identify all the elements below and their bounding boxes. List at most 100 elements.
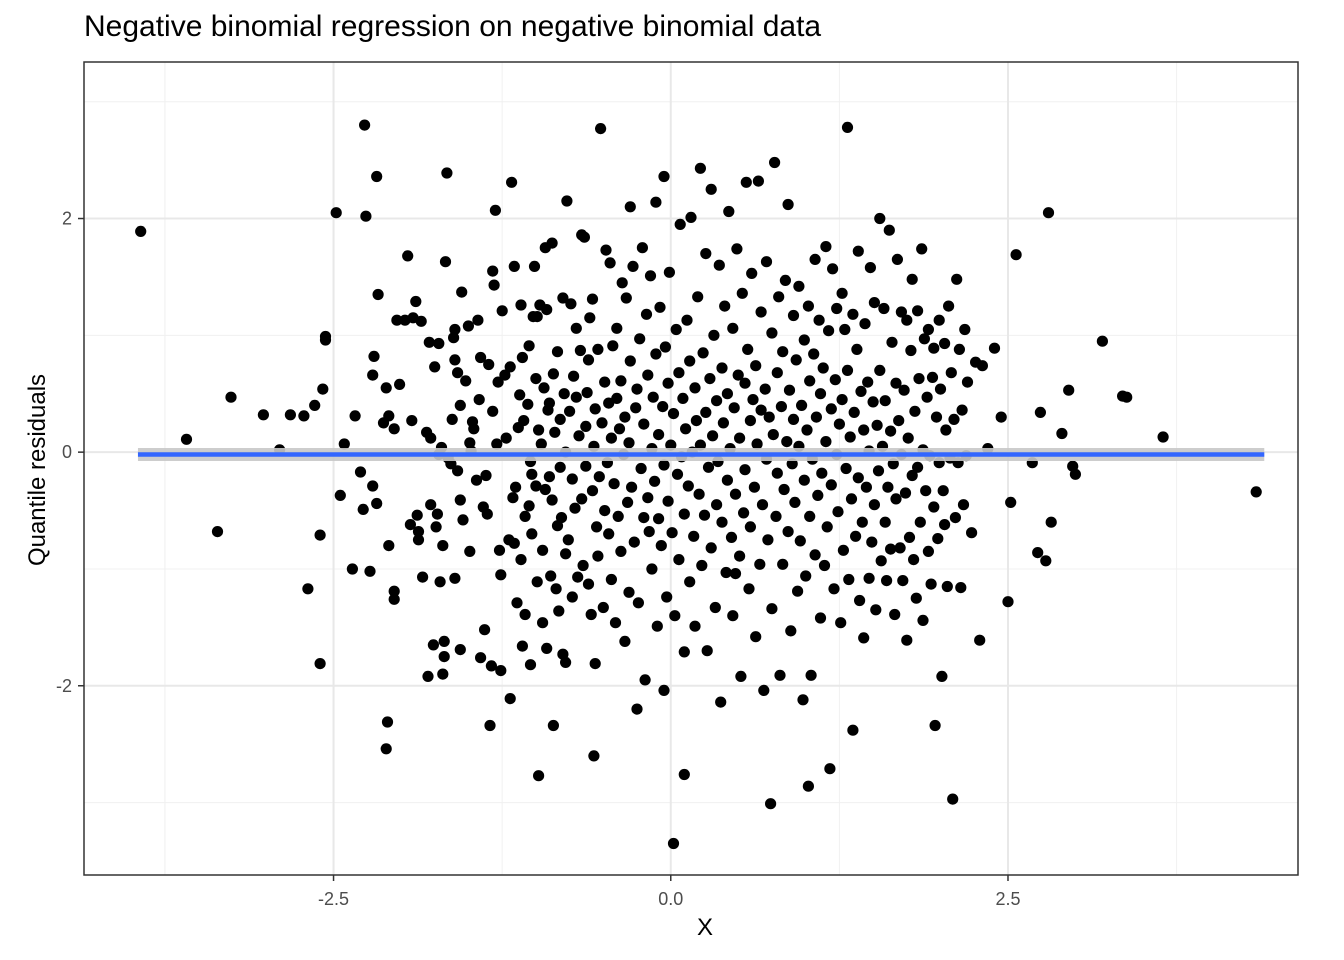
data-point bbox=[619, 411, 631, 423]
data-point bbox=[820, 241, 832, 253]
data-point bbox=[492, 376, 504, 388]
data-point bbox=[225, 391, 237, 403]
data-point bbox=[456, 286, 468, 298]
data-point bbox=[734, 550, 746, 562]
data-point bbox=[658, 684, 670, 697]
data-point bbox=[464, 437, 476, 449]
data-point bbox=[906, 469, 918, 482]
data-point bbox=[754, 558, 766, 570]
data-point bbox=[368, 350, 380, 362]
data-point bbox=[720, 566, 732, 579]
data-point bbox=[716, 362, 728, 374]
data-point bbox=[897, 575, 909, 587]
data-point bbox=[427, 639, 439, 651]
data-point bbox=[1010, 249, 1022, 261]
data-point bbox=[831, 302, 843, 315]
data-point bbox=[452, 367, 464, 379]
data-point bbox=[867, 396, 879, 408]
data-point bbox=[646, 563, 658, 575]
data-point bbox=[349, 410, 361, 422]
data-point bbox=[603, 528, 615, 540]
data-point bbox=[639, 674, 651, 686]
data-point bbox=[371, 497, 383, 510]
data-point bbox=[462, 320, 474, 332]
data-point bbox=[553, 605, 565, 617]
data-point bbox=[438, 635, 450, 648]
data-point bbox=[445, 458, 457, 470]
data-point bbox=[381, 716, 394, 728]
data-point bbox=[708, 329, 720, 341]
data-point bbox=[1045, 516, 1057, 528]
data-point bbox=[758, 684, 770, 697]
data-point bbox=[615, 375, 627, 387]
data-point bbox=[719, 300, 731, 312]
data-point bbox=[682, 480, 694, 492]
data-point bbox=[790, 354, 802, 366]
data-point bbox=[580, 420, 592, 432]
data-point bbox=[589, 658, 601, 670]
data-point bbox=[832, 506, 844, 518]
plot-border bbox=[83, 61, 1299, 876]
data-point bbox=[411, 509, 423, 521]
data-point bbox=[257, 409, 269, 421]
data-point bbox=[566, 591, 578, 603]
data-point bbox=[437, 540, 449, 552]
data-point bbox=[528, 260, 541, 272]
data-point bbox=[906, 273, 918, 285]
data-point bbox=[622, 496, 634, 508]
data-point bbox=[1069, 468, 1081, 480]
data-point bbox=[439, 256, 452, 268]
data-point bbox=[357, 503, 369, 515]
data-point bbox=[560, 548, 572, 560]
data-point bbox=[891, 253, 904, 265]
data-point bbox=[742, 343, 754, 355]
data-point bbox=[360, 210, 372, 222]
data-point bbox=[781, 436, 793, 448]
data-point bbox=[863, 572, 875, 584]
data-point bbox=[470, 474, 483, 486]
data-point bbox=[402, 250, 414, 262]
data-point bbox=[739, 377, 751, 389]
data-point bbox=[889, 608, 901, 621]
data-point bbox=[514, 389, 526, 401]
data-point bbox=[836, 287, 848, 299]
data-point bbox=[487, 265, 499, 277]
data-point bbox=[404, 519, 416, 531]
data-point bbox=[564, 405, 576, 417]
data-point bbox=[661, 591, 673, 603]
data-point bbox=[630, 402, 642, 414]
data-point bbox=[704, 373, 716, 385]
data-point bbox=[910, 592, 922, 604]
data-point bbox=[449, 572, 461, 584]
data-point bbox=[901, 634, 913, 646]
data-point bbox=[665, 439, 677, 451]
data-point bbox=[727, 610, 739, 622]
data-point bbox=[796, 399, 808, 411]
data-point bbox=[914, 516, 926, 528]
data-point bbox=[751, 438, 763, 450]
data-point bbox=[568, 370, 580, 382]
data-point bbox=[746, 267, 758, 279]
data-point bbox=[586, 485, 599, 497]
data-point bbox=[180, 433, 193, 445]
data-point bbox=[740, 176, 752, 188]
data-point bbox=[858, 424, 870, 436]
data-point bbox=[412, 526, 425, 538]
data-point bbox=[620, 292, 632, 304]
data-point bbox=[487, 405, 499, 417]
data-point bbox=[380, 743, 392, 755]
data-point bbox=[425, 499, 437, 511]
data-point bbox=[736, 287, 748, 299]
data-point bbox=[845, 493, 858, 505]
data-point bbox=[543, 397, 556, 409]
data-point bbox=[821, 521, 833, 533]
data-point bbox=[988, 342, 1001, 354]
data-point bbox=[659, 341, 672, 353]
data-point bbox=[692, 291, 704, 303]
data-point bbox=[584, 312, 596, 324]
data-point bbox=[928, 342, 940, 354]
data-point bbox=[879, 395, 891, 407]
data-point bbox=[771, 367, 783, 379]
data-point bbox=[346, 563, 358, 575]
data-point bbox=[770, 510, 782, 522]
